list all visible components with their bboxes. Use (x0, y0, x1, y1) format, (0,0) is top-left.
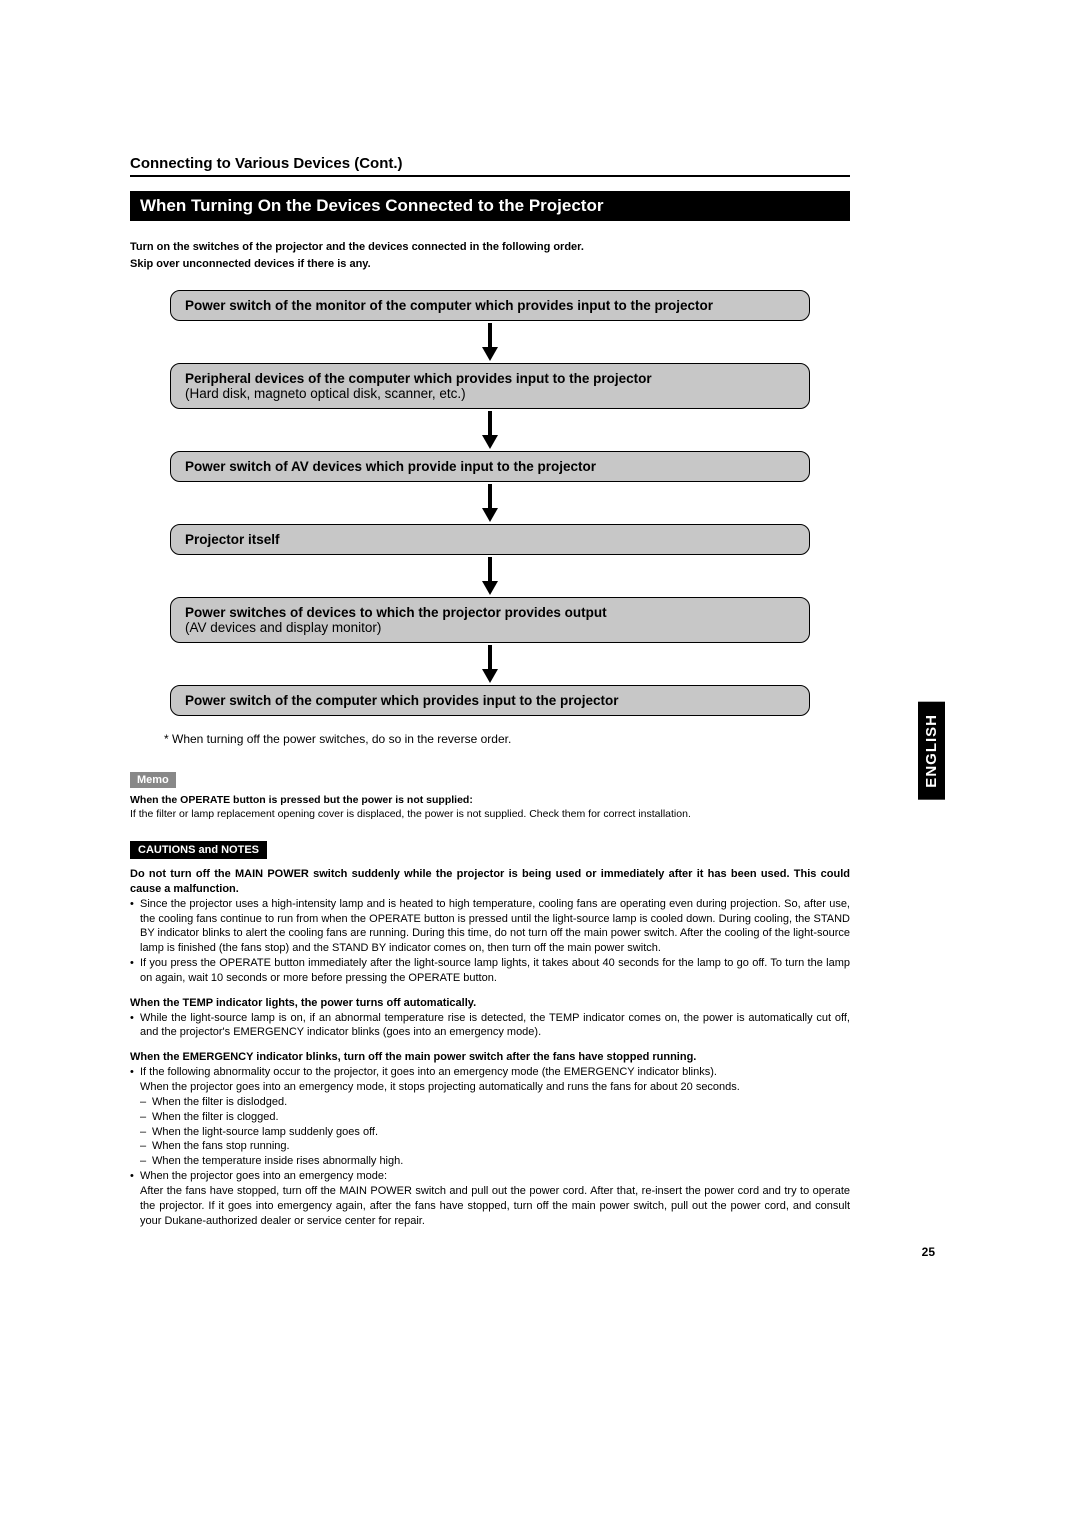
dash-item: –When the filter is clogged. (130, 1110, 850, 1125)
memo-body: If the filter or lamp replacement openin… (130, 808, 850, 820)
page-number: 25 (922, 1245, 935, 1259)
flow-arrow (170, 555, 810, 597)
dash-item: –When the filter is dislodged. (130, 1095, 850, 1110)
dash-text: When the filter is dislodged. (152, 1095, 287, 1110)
section-title: Connecting to Various Devices (Cont.) (130, 155, 850, 177)
memo-heading: When the OPERATE button is pressed but t… (130, 794, 850, 806)
flow-step-5: Power switches of devices to which the p… (170, 597, 810, 643)
bullet-text: While the light-source lamp is on, if an… (140, 1011, 850, 1041)
bullet-text: When the projector goes into an emergenc… (140, 1169, 850, 1228)
cautions-badge: CAUTIONS and NOTES (130, 841, 267, 859)
flow-step-4: Projector itself (170, 524, 810, 555)
bullet-text: If the following abnormality occur to th… (140, 1065, 850, 1095)
flow-step-6: Power switch of the computer which provi… (170, 685, 810, 716)
dash-item: –When the light-source lamp suddenly goe… (130, 1125, 850, 1140)
caution-bold-3: When the EMERGENCY indicator blinks, tur… (130, 1050, 850, 1065)
caution-bullet: • When the projector goes into an emerge… (130, 1169, 850, 1228)
memo-badge: Memo (130, 772, 176, 788)
dash-item: –When the temperature inside rises abnor… (130, 1154, 850, 1169)
footnote: * When turning off the power switches, d… (164, 732, 850, 746)
dash-text: When the filter is clogged. (152, 1110, 279, 1125)
flow-step-1: Power switch of the monitor of the compu… (170, 290, 810, 321)
language-tab: ENGLISH (918, 702, 945, 800)
flow-step-title: Projector itself (185, 532, 280, 547)
caution-bullet: •If you press the OPERATE button immedia… (130, 956, 850, 986)
flow-step-title: Peripheral devices of the computer which… (185, 371, 652, 386)
dash-item: –When the fans stop running. (130, 1139, 850, 1154)
caution-bullet: • If the following abnormality occur to … (130, 1065, 850, 1095)
caution-bold-1: Do not turn off the MAIN POWER switch su… (130, 867, 850, 897)
flow-step-title: Power switch of the computer which provi… (185, 693, 619, 708)
intro-text: Turn on the switches of the projector an… (130, 239, 850, 272)
flow-step-sub: (Hard disk, magneto optical disk, scanne… (185, 386, 466, 401)
flow-step-title: Power switch of AV devices which provide… (185, 459, 596, 474)
flow-step-2: Peripheral devices of the computer which… (170, 363, 810, 409)
flow-step-3: Power switch of AV devices which provide… (170, 451, 810, 482)
flow-step-sub: (AV devices and display monitor) (185, 620, 381, 635)
bullet-text: If you press the OPERATE button immediat… (140, 956, 850, 986)
caution-bullet: •While the light-source lamp is on, if a… (130, 1011, 850, 1041)
intro-line-2: Skip over unconnected devices if there i… (130, 256, 850, 273)
page-heading: When Turning On the Devices Connected to… (130, 191, 850, 221)
dash-text: When the light-source lamp suddenly goes… (152, 1125, 378, 1140)
dash-text: When the temperature inside rises abnorm… (152, 1154, 403, 1169)
flow-arrow (170, 482, 810, 524)
bullet-text: Since the projector uses a high-intensit… (140, 897, 850, 956)
flow-step-title: Power switches of devices to which the p… (185, 605, 607, 620)
flow-arrow (170, 643, 810, 685)
flow-diagram: Power switch of the monitor of the compu… (170, 290, 810, 716)
caution-bullet: •Since the projector uses a high-intensi… (130, 897, 850, 956)
flow-step-title: Power switch of the monitor of the compu… (185, 298, 713, 313)
caution-bold-2: When the TEMP indicator lights, the powe… (130, 996, 850, 1011)
dash-text: When the fans stop running. (152, 1139, 290, 1154)
intro-line-1: Turn on the switches of the projector an… (130, 239, 850, 256)
flow-arrow (170, 409, 810, 451)
flow-arrow (170, 321, 810, 363)
